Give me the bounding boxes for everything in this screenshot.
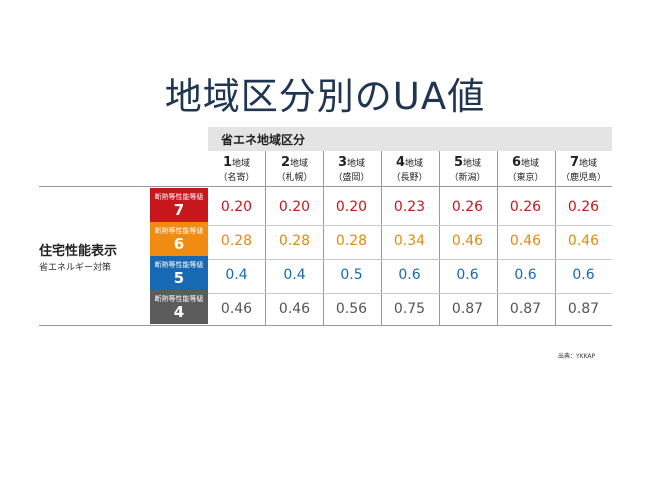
region-number: 3 xyxy=(337,155,348,170)
region-header-4: 4地域 （長野） xyxy=(381,155,438,184)
region-header-7: 7地域 （鹿児島） xyxy=(555,155,612,184)
grade-badge-4: 断熱等性能等級 4 xyxy=(150,290,208,324)
ua-value-cell: 0.26 xyxy=(509,199,542,215)
grade-badge-7: 断熱等性能等級 7 xyxy=(150,188,208,222)
ua-value-cell: 0.87 xyxy=(567,301,600,317)
ua-value-cell: 0.28 xyxy=(278,233,311,249)
region-header-bar xyxy=(208,127,612,151)
ua-value-cell: 0.4 xyxy=(225,267,248,283)
table-bottom-rule xyxy=(39,325,612,326)
region-suffix: 地域 xyxy=(290,159,309,169)
ua-value-cell: 0.75 xyxy=(393,301,426,317)
region-city: （名寄） xyxy=(218,173,255,183)
region-number: 4 xyxy=(395,155,406,170)
region-suffix: 地域 xyxy=(232,159,251,169)
ua-value-cell: 0.4 xyxy=(283,267,306,283)
region-number: 7 xyxy=(569,155,580,170)
ua-value-cell: 0.87 xyxy=(451,301,484,317)
region-city: （東京） xyxy=(507,173,544,183)
region-suffix: 地域 xyxy=(405,159,424,169)
grade-label: 断熱等性能等級 xyxy=(154,227,204,235)
ua-value-cell: 0.20 xyxy=(335,199,368,215)
row-header-title: 住宅性能表示 xyxy=(39,244,118,259)
region-city: （長野） xyxy=(391,173,428,183)
grade-number: 7 xyxy=(173,201,185,219)
region-suffix: 地域 xyxy=(463,159,482,169)
grade-label: 断熱等性能等級 xyxy=(154,261,204,269)
grade-number: 4 xyxy=(173,303,185,321)
grade-badge-5: 断熱等性能等級 5 xyxy=(150,256,208,290)
ua-value-cell: 0.46 xyxy=(509,233,542,249)
row-divider xyxy=(208,293,612,294)
region-header-label: 省エネ地域区分 xyxy=(221,133,306,147)
ua-value-cell: 0.87 xyxy=(509,301,542,317)
ua-value-cell: 0.46 xyxy=(278,301,311,317)
column-divider xyxy=(555,151,556,326)
region-suffix: 地域 xyxy=(521,159,540,169)
grade-number: 5 xyxy=(173,269,185,287)
ua-value-cell: 0.28 xyxy=(220,233,253,249)
column-divider xyxy=(265,151,266,326)
region-number: 6 xyxy=(511,155,522,170)
ua-value-cell: 0.56 xyxy=(335,301,368,317)
region-number: 2 xyxy=(280,155,291,170)
row-divider xyxy=(208,259,612,260)
region-header-1: 1地域 （名寄） xyxy=(208,155,265,184)
ua-value-cell: 0.6 xyxy=(572,267,595,283)
column-divider xyxy=(381,151,382,326)
ua-value-cell: 0.46 xyxy=(220,301,253,317)
region-city: （鹿児島） xyxy=(560,173,606,183)
region-number: 5 xyxy=(453,155,464,170)
grade-label: 断熱等性能等級 xyxy=(154,193,204,201)
row-divider xyxy=(208,225,612,226)
column-divider xyxy=(323,151,324,326)
row-header-subtitle: 省エネルギー対策 xyxy=(39,263,112,273)
ua-value-cell: 0.28 xyxy=(335,233,368,249)
ua-value-cell: 0.6 xyxy=(456,267,479,283)
ua-value-cell: 0.6 xyxy=(514,267,537,283)
ua-value-cell: 0.34 xyxy=(393,233,426,249)
region-city: （新潟） xyxy=(449,173,486,183)
ua-value-cell: 0.20 xyxy=(278,199,311,215)
ua-value-cell: 0.46 xyxy=(567,233,600,249)
ua-value-cell: 0.26 xyxy=(451,199,484,215)
ua-value-cell: 0.46 xyxy=(451,233,484,249)
grade-number: 6 xyxy=(173,235,185,253)
region-suffix: 地域 xyxy=(579,159,598,169)
region-city: （盛岡） xyxy=(333,173,370,183)
ua-value-cell: 0.23 xyxy=(393,199,426,215)
region-header-2: 2地域 （札幌） xyxy=(266,155,323,184)
ua-value-cell: 0.26 xyxy=(567,199,600,215)
region-header-6: 6地域 （東京） xyxy=(497,155,554,184)
column-divider xyxy=(497,151,498,326)
grade-label: 断熱等性能等級 xyxy=(154,295,204,303)
ua-value-cell: 0.6 xyxy=(398,267,421,283)
source-credit: 出典：YKKAP xyxy=(558,353,596,360)
region-number: 1 xyxy=(222,155,233,170)
table-top-rule xyxy=(39,186,612,187)
region-city: （札幌） xyxy=(276,173,313,183)
region-header-3: 3地域 （盛岡） xyxy=(323,155,380,184)
ua-value-cell: 0.5 xyxy=(340,267,363,283)
grade-badge-6: 断熱等性能等級 6 xyxy=(150,222,208,256)
region-header-5: 5地域 （新潟） xyxy=(439,155,496,184)
ua-value-cell: 0.20 xyxy=(220,199,253,215)
column-divider xyxy=(439,151,440,326)
page-title: 地域区分別のUA値 xyxy=(164,75,486,118)
region-suffix: 地域 xyxy=(347,159,366,169)
